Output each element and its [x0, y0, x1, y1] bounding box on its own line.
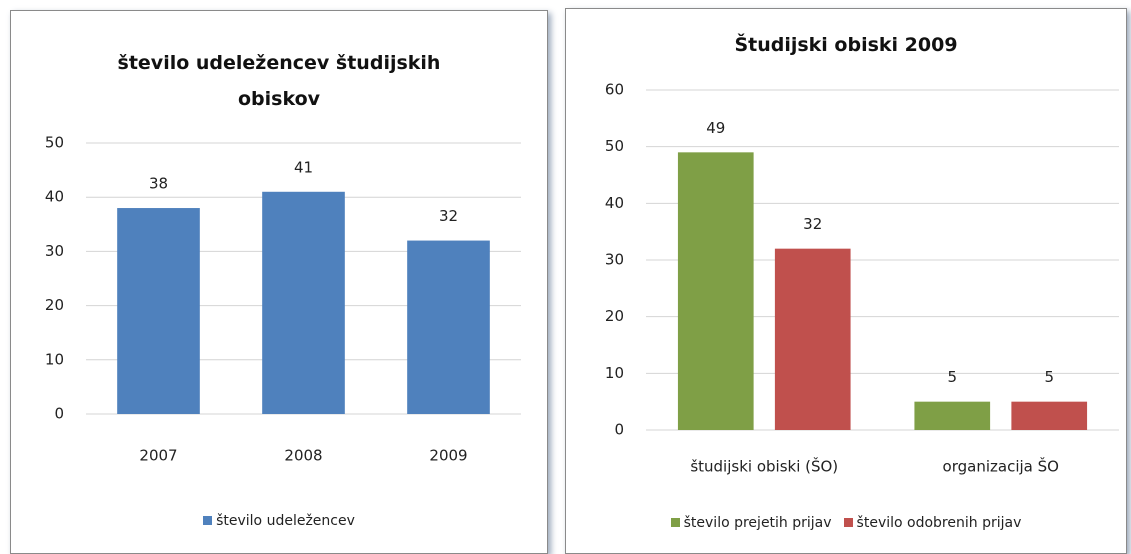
data-label: 38: [149, 175, 168, 193]
chart-title: Študijski obiski 2009: [734, 34, 958, 56]
bar: [117, 208, 200, 414]
legend-item: število prejetih prijav: [670, 515, 832, 531]
chart-panel: Študijski obiski 2009 0 10 20 30 40 50 60 študi…: [565, 8, 1127, 554]
y-tick-label: 30: [45, 242, 64, 260]
data-label: 32: [803, 215, 822, 233]
y-tick-label: 10: [605, 364, 624, 382]
data-label: 41: [294, 158, 313, 176]
y-tick-label: 0: [614, 421, 624, 439]
y-tick-label: 20: [45, 296, 64, 314]
data-label: 5: [1044, 368, 1054, 386]
chart: 0 10 20 30 40 50 60 študijski obiski (ŠO) 49 32 or…: [605, 81, 1119, 476]
legend-swatch: [843, 518, 853, 527]
y-tick-label: 50: [45, 134, 64, 152]
y-tick-label: 60: [605, 81, 624, 99]
legend-label: število odobrenih prijav: [856, 515, 1022, 531]
legend-swatch: [203, 516, 213, 525]
chart-panel: število udeležencev študijskih obiskov 0…: [10, 10, 548, 554]
data-label: 5: [947, 368, 957, 386]
bar: [407, 240, 490, 414]
data-label: 32: [439, 207, 458, 225]
chart-title: število udeležencev študijskih obiskov: [117, 52, 441, 110]
chart: 0 10 20 30 40 50 2007 38 2008 41 2009 32: [45, 134, 521, 465]
x-tick-label: 2008: [284, 447, 322, 465]
y-tick-label: 30: [605, 251, 624, 269]
bar: [1011, 401, 1088, 430]
legend: število prejetih prijav število odobrenih…: [566, 515, 1126, 531]
x-tick-label: 2009: [429, 447, 467, 465]
y-tick-label: 40: [45, 188, 64, 206]
legend-item: število udeležencev: [203, 513, 355, 529]
legend: število udeležencev: [11, 513, 547, 529]
y-tick-label: 40: [605, 194, 624, 212]
y-tick-label: 20: [605, 307, 624, 325]
legend-label: število udeležencev: [216, 513, 355, 529]
legend-item: število odobrenih prijav: [843, 515, 1022, 531]
y-tick-label: 0: [54, 405, 64, 423]
x-tick-label: organizacija ŠO: [943, 457, 1059, 476]
y-tick-label: 10: [45, 350, 64, 368]
data-label: 49: [706, 119, 725, 137]
bar: [914, 401, 991, 430]
legend-label: število prejetih prijav: [683, 515, 832, 531]
legend-swatch: [670, 518, 680, 527]
y-tick-label: 50: [605, 137, 624, 155]
x-tick-label: študijski obiski (ŠO): [690, 457, 838, 476]
bar: [262, 191, 345, 414]
x-tick-label: 2007: [139, 447, 177, 465]
bar: [677, 152, 754, 431]
bar: [774, 248, 851, 430]
